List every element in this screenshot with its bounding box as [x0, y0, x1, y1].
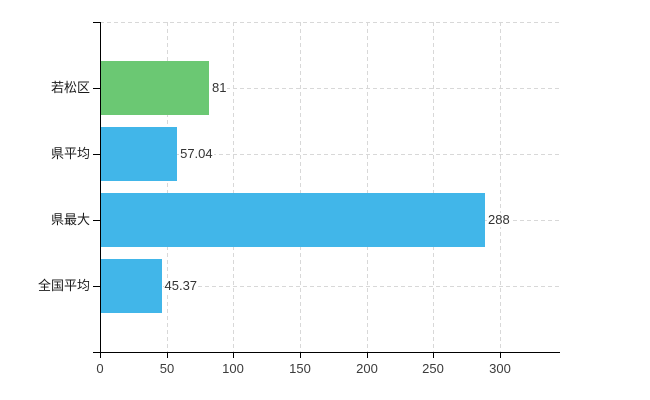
x-axis — [100, 352, 560, 353]
bar-value-label: 57.04 — [179, 146, 214, 161]
gridline-v — [233, 22, 234, 352]
bar-value-label: 45.37 — [163, 278, 199, 293]
x-tick-mark — [167, 352, 168, 358]
y-axis — [100, 22, 101, 353]
bar — [101, 127, 178, 181]
x-tick-mark — [367, 352, 368, 358]
plot-area: 81 57.04 288 45.37 — [100, 22, 560, 352]
x-tick-mark — [433, 352, 434, 358]
bar-value-label: 81 — [211, 80, 228, 95]
x-tick-mark — [500, 352, 501, 358]
bar — [101, 259, 162, 313]
x-tick-label: 300 — [489, 361, 511, 376]
y-tick-mark — [93, 154, 100, 155]
x-tick-mark — [100, 352, 101, 358]
category-label: 県最大 — [50, 212, 90, 227]
gridline-h — [100, 88, 560, 89]
y-tick-mark — [93, 286, 100, 287]
bar-value-label: 288 — [487, 212, 511, 227]
bar — [101, 61, 209, 115]
x-tick-mark — [300, 352, 301, 358]
y-tick-mark — [93, 220, 100, 221]
gridline-v — [167, 22, 168, 352]
bar — [101, 193, 485, 247]
x-tick-label: 0 — [96, 361, 104, 376]
x-tick-label: 250 — [422, 361, 444, 376]
y-tick-mark — [93, 22, 100, 23]
y-tick-mark — [93, 88, 100, 89]
category-label: 若松区 — [50, 80, 90, 95]
category-label: 全国平均 — [37, 278, 90, 293]
gridline-v — [433, 22, 434, 352]
x-tick-label: 150 — [289, 361, 311, 376]
gridline-v — [367, 22, 368, 352]
gridline-v — [300, 22, 301, 352]
gridline-h — [100, 154, 560, 155]
gridline-h — [100, 286, 560, 287]
category-label: 県平均 — [50, 146, 90, 161]
gridline-h — [100, 22, 560, 23]
x-tick-mark — [233, 352, 234, 358]
x-tick-label: 50 — [159, 361, 175, 376]
y-tick-mark — [93, 352, 100, 353]
gridline-v — [500, 22, 501, 352]
x-tick-label: 100 — [222, 361, 244, 376]
x-tick-label: 200 — [356, 361, 378, 376]
